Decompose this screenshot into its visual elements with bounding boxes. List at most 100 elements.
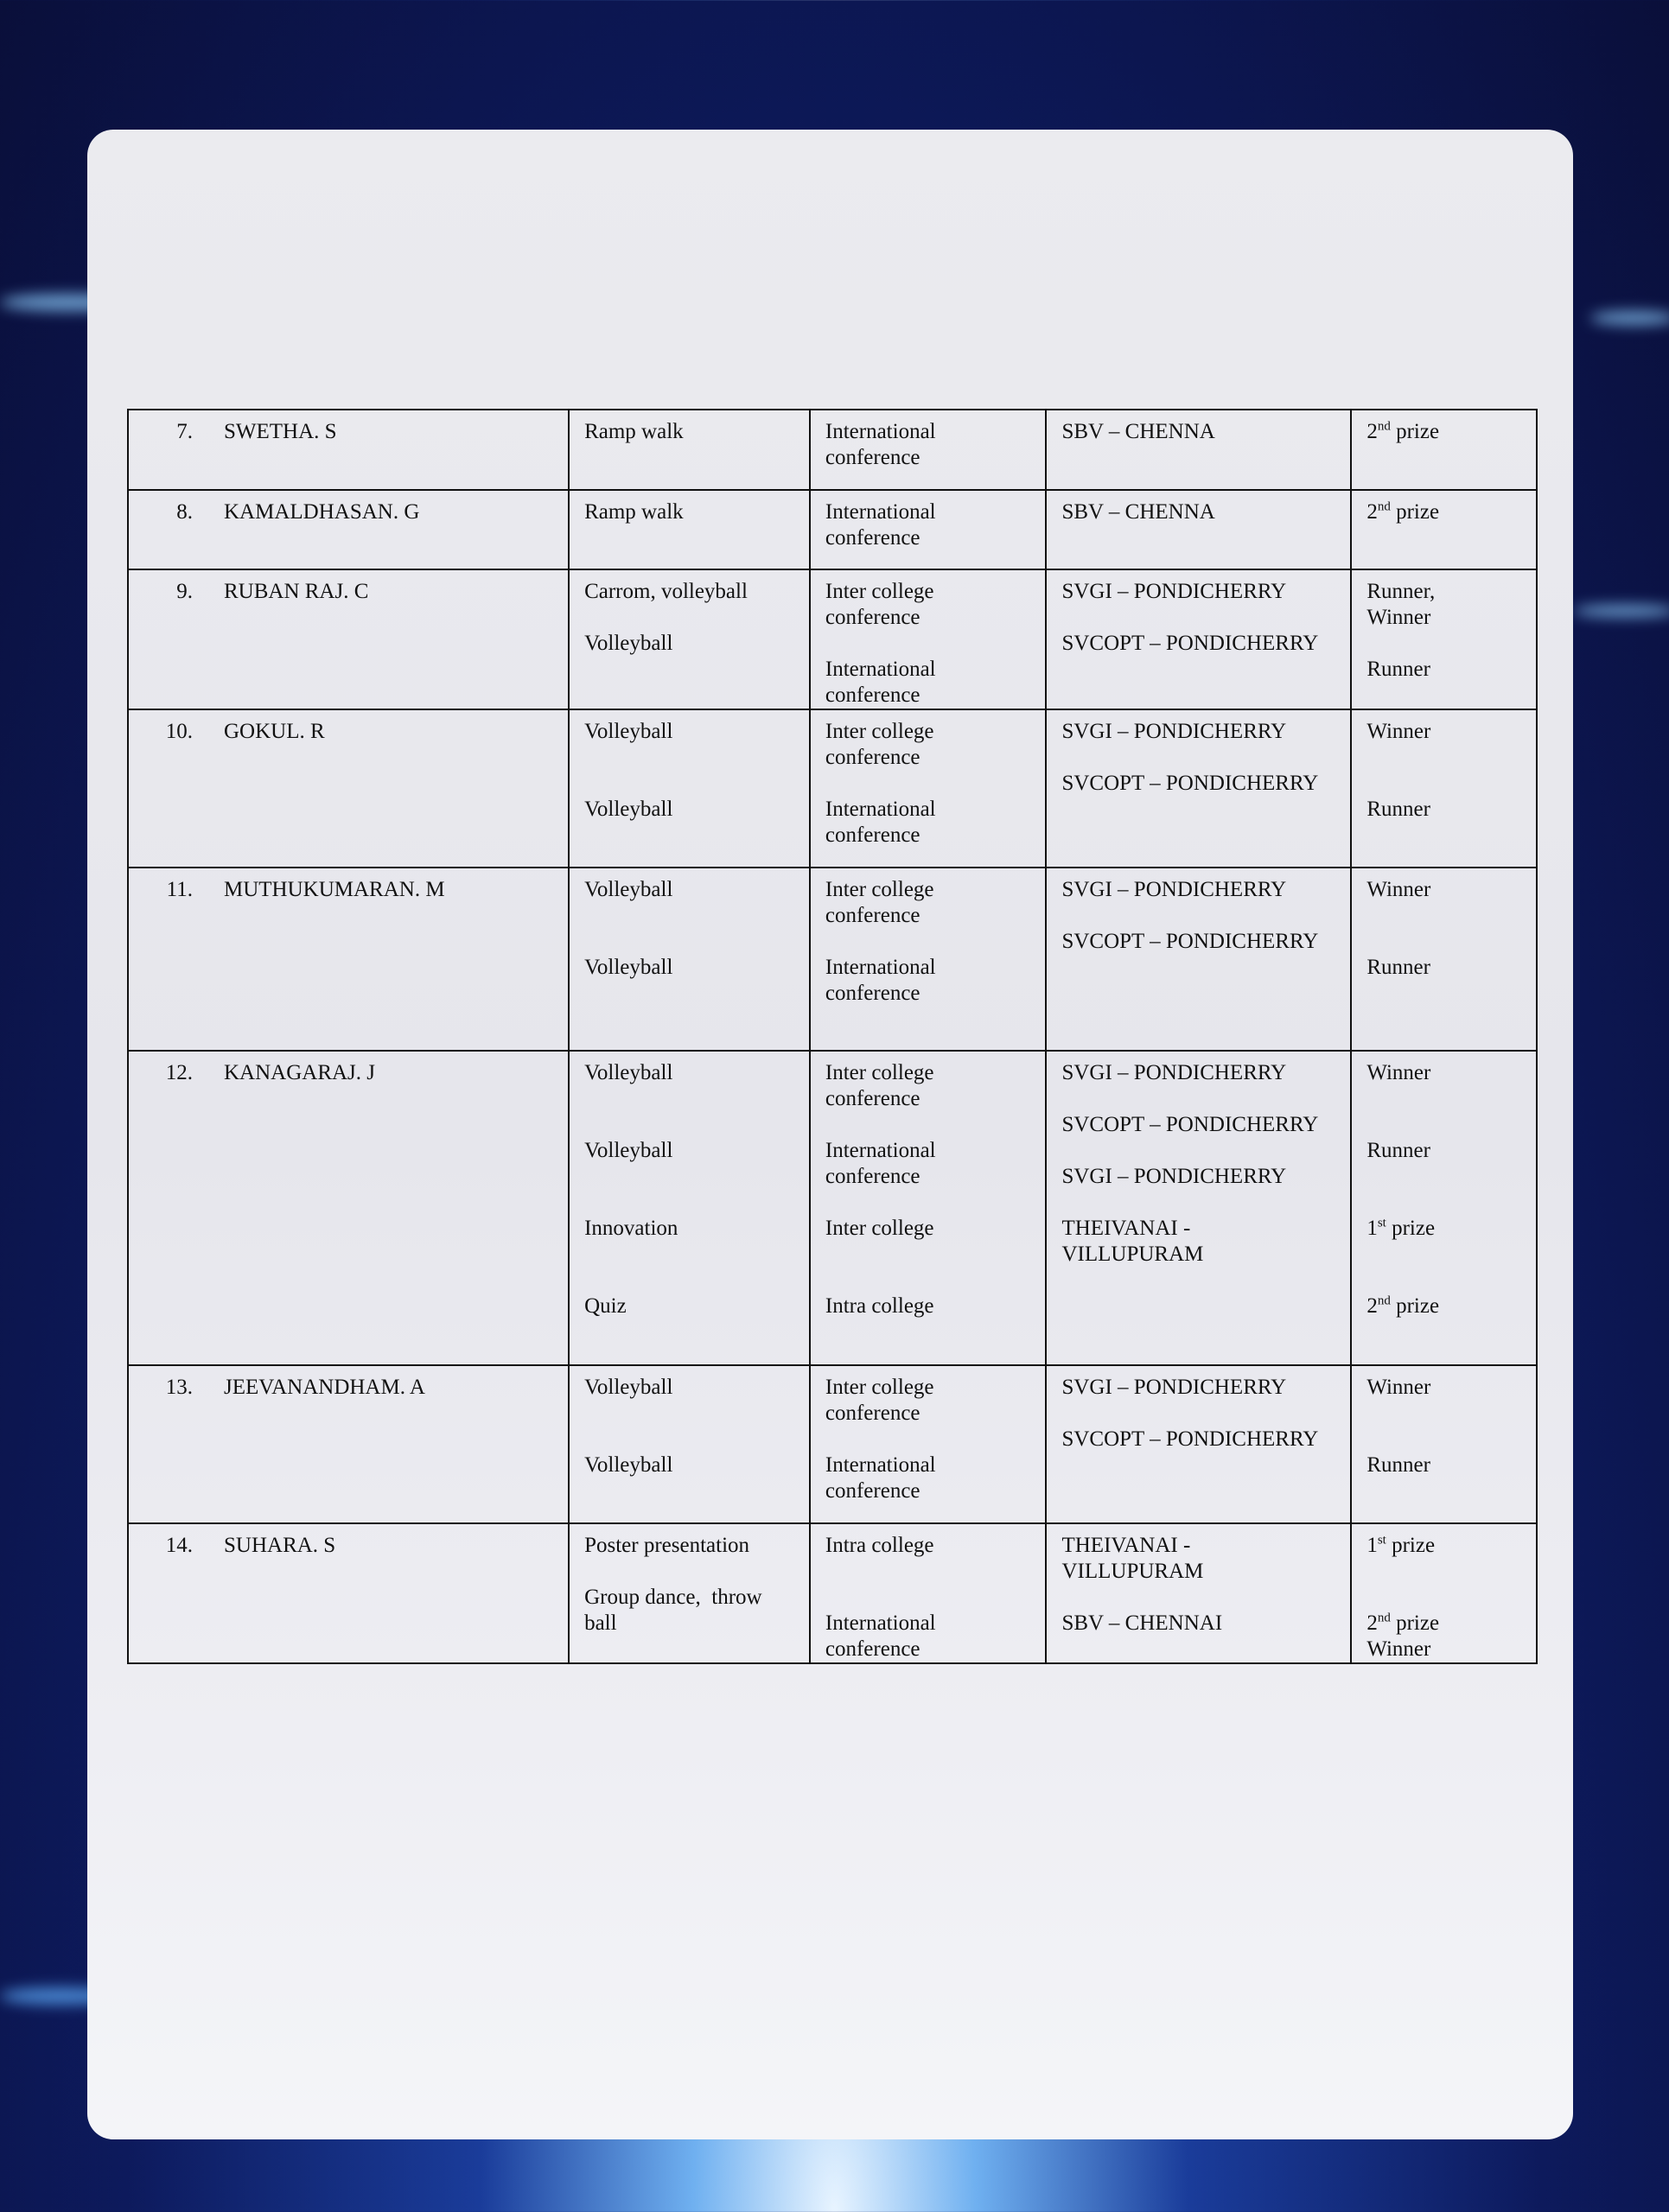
result-line	[1366, 1086, 1536, 1112]
result-line	[1366, 1190, 1536, 1216]
result-line	[1366, 1112, 1536, 1138]
venue-line: SVGI – PONDICHERRY	[1061, 1376, 1287, 1399]
event-cell: Ramp walk	[568, 489, 811, 570]
event-cell: Ramp walk	[568, 409, 811, 491]
level-line: conference	[825, 1637, 920, 1661]
event-line: Ramp walk	[584, 500, 684, 524]
venue-line: SVGI – PONDICHERRY	[1061, 878, 1287, 901]
event-cell: Volleyball Volleyball	[568, 709, 811, 868]
venue-line: SVCOPT – PONDICHERRY	[1061, 772, 1319, 795]
student-cell: 9. RUBAN RAJ. C	[126, 569, 570, 710]
table-row: 12. KANAGARAJ. J Volleyball Volleyball Innov…	[126, 1050, 1538, 1366]
result-cell: 2nd prize	[1350, 489, 1538, 570]
table-row: 11. MUTHUKUMARAN. M Volleyball Volleyball In…	[126, 867, 1538, 1052]
student-name: GOKUL. R	[224, 720, 325, 743]
level-line: conference	[825, 446, 920, 469]
level-line: Intra college	[825, 1294, 934, 1318]
serial-number: 14.	[165, 1534, 193, 1557]
event-cell: Poster presentation Group dance, throw bal…	[568, 1522, 811, 1664]
event-line	[584, 1427, 809, 1452]
venue-line	[1061, 1401, 1350, 1427]
student-cell: 7. SWETHA. S	[126, 409, 570, 491]
result-line	[1366, 631, 1536, 657]
event-line: Group dance, throw	[584, 1586, 762, 1609]
venue-line: VILLUPURAM	[1061, 1560, 1204, 1583]
result-line	[1366, 1242, 1536, 1268]
level-line: International	[825, 956, 936, 979]
level-line	[825, 1112, 1046, 1138]
venue-line	[1061, 1585, 1350, 1611]
serial-number: 13.	[165, 1376, 193, 1399]
level-line: Inter college	[825, 1376, 934, 1399]
result-line	[1366, 745, 1536, 771]
event-line	[584, 1112, 809, 1138]
venue-cell: SVGI – PONDICHERRY SVCOPT – PONDICHERRY	[1045, 867, 1353, 1052]
level-line: International	[825, 500, 936, 524]
level-line: conference	[825, 683, 920, 707]
table-row: 8. KAMALDHASAN. G Ramp walk International co…	[126, 489, 1538, 570]
event-line: Poster presentation	[584, 1534, 750, 1557]
serial-number: 11.	[166, 878, 193, 901]
event-line	[584, 1268, 809, 1294]
event-line	[584, 1401, 809, 1427]
level-line	[825, 1427, 1046, 1452]
result-line: Runner	[1366, 658, 1430, 681]
serial-number: 8.	[176, 500, 193, 524]
result-cell: Winner Runner	[1350, 867, 1538, 1052]
event-line	[584, 1559, 809, 1585]
level-cell: International conference	[808, 409, 1048, 491]
level-cell: International conference	[808, 489, 1048, 570]
level-line	[825, 1242, 1046, 1268]
level-line: International	[825, 658, 936, 681]
event-line	[584, 1190, 809, 1216]
venue-line: VILLUPURAM	[1061, 1243, 1204, 1266]
venue-line: SVCOPT – PONDICHERRY	[1061, 632, 1319, 655]
result-line: Winner	[1366, 1376, 1431, 1399]
level-line: Inter college	[825, 720, 934, 743]
venue-line	[1061, 903, 1350, 929]
result-line: Runner	[1366, 1139, 1430, 1162]
level-line: International	[825, 798, 936, 821]
level-cell: Inter college conference International conf…	[808, 867, 1048, 1052]
event-line	[584, 1242, 809, 1268]
level-line	[825, 1585, 1046, 1611]
student-name: SUHARA. S	[224, 1534, 336, 1557]
level-line: conference	[825, 982, 920, 1005]
student-cell: 13. JEEVANANDHAM. A	[126, 1364, 570, 1524]
serial-number: 7.	[176, 420, 193, 443]
event-line	[584, 929, 809, 955]
venue-cell: THEIVANAI - VILLUPURAM SBV – CHENNAI	[1045, 1522, 1353, 1664]
result-line	[1366, 1585, 1536, 1611]
result-line: Winner	[1366, 720, 1431, 743]
result-line: Runner,	[1366, 580, 1436, 603]
result-line: 2nd prize	[1366, 499, 1440, 524]
student-cell: 8. KAMALDHASAN. G	[126, 489, 570, 570]
venue-line: SBV – CHENNA	[1061, 420, 1215, 443]
level-line: Inter college	[825, 1061, 934, 1084]
venue-line: SVCOPT – PONDICHERRY	[1061, 1427, 1319, 1451]
result-line: 2nd prize	[1366, 1294, 1440, 1318]
event-cell: Carrom, volleyball Volleyball	[568, 569, 811, 710]
venue-cell: SVGI – PONDICHERRY SVCOPT – PONDICHERRY	[1045, 1364, 1353, 1524]
level-line	[825, 631, 1046, 657]
venue-line	[1061, 605, 1350, 631]
result-line	[1366, 903, 1536, 929]
table-row: 9. RUBAN RAJ. C Carrom, volleyball Volleyba…	[126, 569, 1538, 710]
result-line	[1366, 1559, 1536, 1585]
result-line: 2nd prize	[1366, 419, 1440, 443]
level-line: conference	[825, 1165, 920, 1188]
student-cell: 10. GOKUL. R	[126, 709, 570, 868]
result-line: 2nd prize	[1366, 1611, 1440, 1635]
level-line: conference	[825, 606, 920, 629]
level-line: Intra college	[825, 1534, 934, 1557]
achievements-table: 7. SWETHA. S Ramp walk International confere…	[126, 409, 1538, 1664]
result-line: Winner	[1366, 1061, 1431, 1084]
serial-number: 10.	[165, 720, 193, 743]
result-line: Winner	[1366, 606, 1431, 629]
result-cell: 2nd prize	[1350, 409, 1538, 491]
event-line: Volleyball	[584, 1061, 673, 1084]
event-line: Volleyball	[584, 878, 673, 901]
result-line: Runner	[1366, 798, 1430, 821]
student-name: RUBAN RAJ. C	[224, 580, 369, 603]
result-cell: Winner Runner	[1350, 709, 1538, 868]
